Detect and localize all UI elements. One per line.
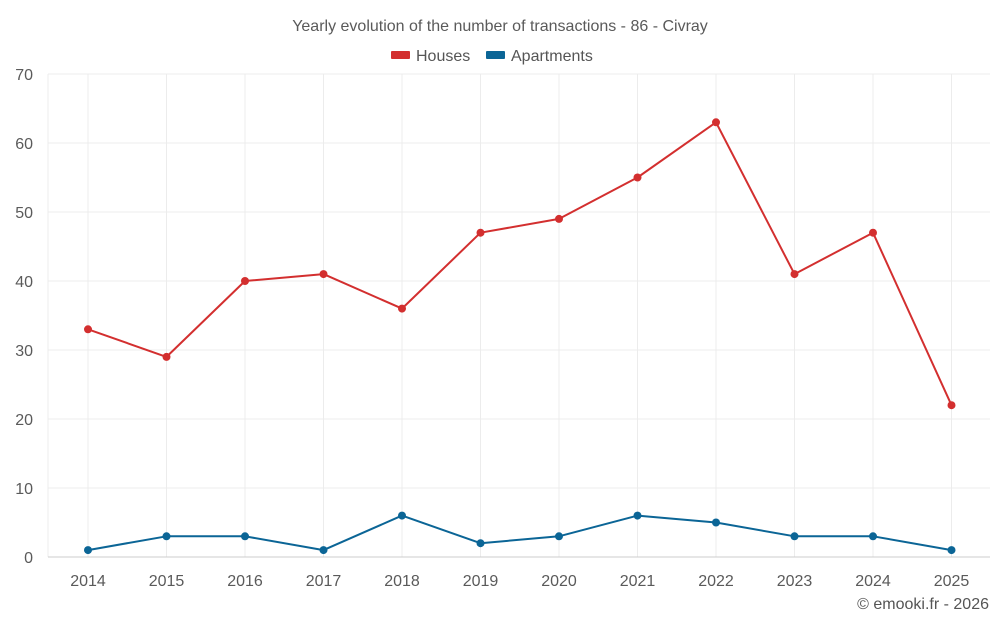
- y-tick-label: 30: [15, 343, 33, 360]
- y-tick-label: 40: [15, 274, 33, 291]
- data-point-apartments[interactable]: [790, 532, 799, 541]
- axes: [47, 74, 990, 558]
- data-point-apartments[interactable]: [947, 546, 956, 555]
- x-tick-label: 2018: [384, 573, 420, 590]
- data-point-houses[interactable]: [476, 228, 485, 237]
- data-point-houses[interactable]: [319, 270, 328, 279]
- x-axis-ticks: 2014 2015 2016 2017 2018 2019 2020 2021 2022 2023…: [70, 573, 969, 590]
- x-tick-label: 2025: [934, 573, 970, 590]
- data-point-apartments[interactable]: [869, 532, 877, 541]
- data-point-houses[interactable]: [869, 228, 877, 237]
- data-point-houses[interactable]: [162, 352, 171, 361]
- legend-swatch-houses: [391, 51, 410, 59]
- x-tick-label: 2023: [777, 573, 813, 590]
- data-point-apartments[interactable]: [633, 511, 642, 520]
- data-point-houses[interactable]: [398, 304, 406, 313]
- y-tick-label: 0: [24, 550, 33, 567]
- x-tick-label: 2017: [306, 573, 342, 590]
- legend: Houses Apartments: [391, 48, 593, 65]
- legend-swatch-apartments: [486, 51, 505, 59]
- data-point-houses[interactable]: [84, 325, 92, 334]
- data-point-apartments[interactable]: [84, 546, 92, 555]
- series-houses: [84, 118, 956, 410]
- x-tick-label: 2019: [463, 573, 499, 590]
- legend-label-apartments: Apartments: [511, 48, 593, 65]
- data-point-apartments[interactable]: [398, 511, 406, 520]
- series-line-apartments: [87, 514, 952, 552]
- y-tick-label: 60: [15, 136, 33, 153]
- data-point-apartments[interactable]: [555, 532, 563, 541]
- data-point-houses[interactable]: [241, 277, 249, 285]
- y-tick-label: 10: [15, 481, 33, 498]
- data-point-houses[interactable]: [712, 118, 720, 127]
- data-point-houses[interactable]: [633, 173, 642, 182]
- legend-item-apartments[interactable]: Apartments: [486, 48, 593, 65]
- data-point-apartments[interactable]: [162, 532, 171, 541]
- series-line-houses: [87, 121, 953, 406]
- legend-item-houses[interactable]: Houses: [391, 48, 470, 65]
- y-tick-label: 20: [15, 412, 33, 429]
- credit-text: © emooki.fr - 2026: [857, 596, 989, 613]
- data-point-apartments[interactable]: [241, 532, 249, 541]
- data-point-houses[interactable]: [555, 214, 563, 223]
- y-axis-ticks: 0 10 20 30 40 50 60 70: [15, 67, 33, 567]
- x-tick-label: 2021: [620, 573, 656, 590]
- x-tick-label: 2014: [70, 573, 106, 590]
- chart-title: Yearly evolution of the number of transa…: [292, 18, 708, 35]
- data-point-apartments[interactable]: [712, 518, 720, 527]
- x-tick-label: 2022: [698, 573, 734, 590]
- x-tick-label: 2024: [855, 573, 891, 590]
- data-point-apartments[interactable]: [319, 546, 328, 555]
- data-point-houses[interactable]: [947, 401, 956, 410]
- y-tick-label: 50: [15, 205, 33, 222]
- x-tick-label: 2020: [541, 573, 577, 590]
- x-tick-label: 2015: [149, 573, 185, 590]
- legend-label-houses: Houses: [416, 48, 470, 65]
- grid: [48, 73, 990, 557]
- y-tick-label: 70: [15, 67, 33, 84]
- series-apartments: [84, 511, 956, 555]
- data-point-apartments[interactable]: [476, 539, 485, 548]
- x-tick-label: 2016: [227, 573, 263, 590]
- series: [84, 118, 956, 555]
- data-point-houses[interactable]: [790, 270, 799, 279]
